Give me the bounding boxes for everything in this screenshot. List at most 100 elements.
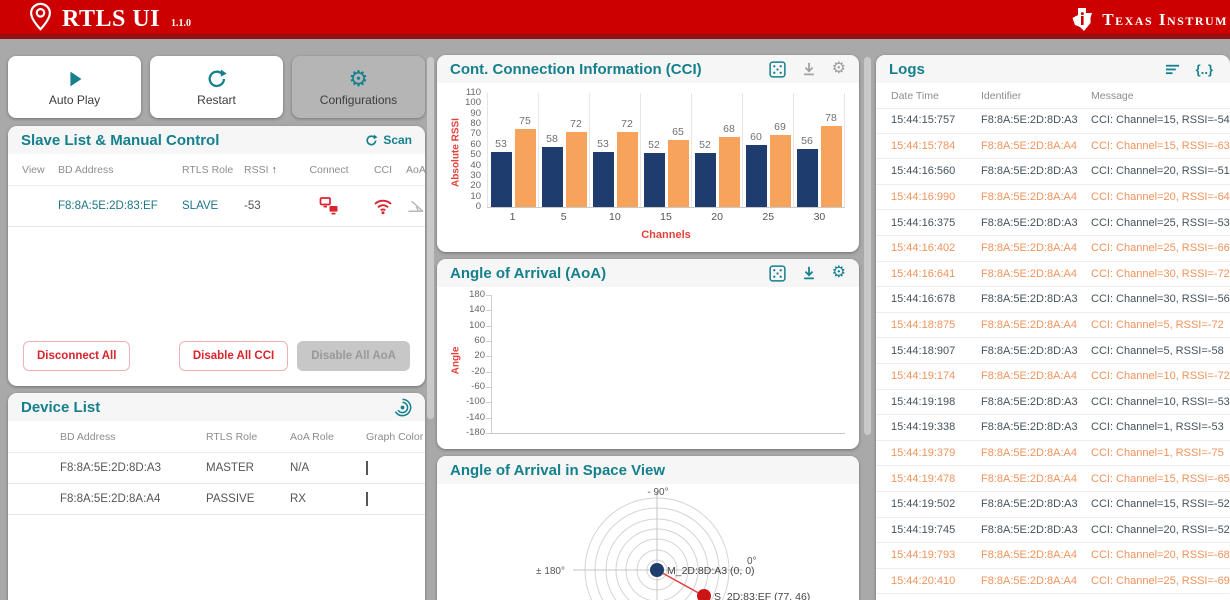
cci-bar xyxy=(541,147,563,207)
restart-button[interactable]: Restart xyxy=(150,56,283,118)
disconnect-all-button[interactable]: Disconnect All xyxy=(23,341,131,371)
log-row: 15:44:19:379 F8:8A:5E:2D:8A:A4 CCI: Channe… xyxy=(876,441,1230,467)
app-header: RTLS UI 1.1.0 Texas Instrum xyxy=(0,0,1230,39)
log-identifier: F8:8A:5E:2D:8D:A3 xyxy=(981,165,1078,178)
log-time: 15:44:19:793 xyxy=(891,549,956,562)
cci-bar xyxy=(694,153,716,207)
log-time: 15:44:16:402 xyxy=(891,242,956,255)
auto-play-button[interactable]: Auto Play xyxy=(8,56,141,118)
log-message: CCI: Channel=30, RSSI=-72 xyxy=(1091,267,1230,280)
cci-x-tick: 10 xyxy=(609,211,621,223)
log-message: CCI: Channel=20, RSSI=-51 xyxy=(1091,165,1230,178)
configurations-button[interactable]: ⚙ Configurations xyxy=(292,56,425,118)
aoa-tick-mark xyxy=(486,387,491,388)
aoa-vector-line xyxy=(656,569,705,597)
log-message: CCI: Channel=20, RSSI=-64 xyxy=(1091,191,1230,204)
log-time: 15:44:19:174 xyxy=(891,370,956,383)
log-message: CCI: Channel=15, RSSI=-54 xyxy=(1091,114,1230,127)
disable-all-cci-button[interactable]: Disable All CCI xyxy=(178,341,289,371)
aoa-tick-mark xyxy=(486,402,491,404)
col-aoa: AoA xyxy=(406,163,425,176)
cci-bar-group: 60 69 xyxy=(743,93,794,207)
cci-wifi-icon[interactable] xyxy=(373,198,393,215)
col-identifier: Identifier xyxy=(981,89,1022,102)
log-row: 15:44:19:338 F8:8A:5E:2D:8D:A3 CCI: Channe… xyxy=(876,415,1230,441)
log-time: 15:44:16:375 xyxy=(891,216,956,229)
bar-value-label: 58 xyxy=(546,133,558,145)
radar-refresh-button[interactable] xyxy=(393,398,412,417)
col-view: View xyxy=(22,163,45,176)
logs-title: Logs xyxy=(889,60,925,78)
aoa-plot-area xyxy=(486,295,845,434)
left-column-scrollbar[interactable] xyxy=(427,57,434,419)
col-rssi-sort[interactable]: RSSI ↑ xyxy=(244,163,278,176)
cci-y-tick: 90 xyxy=(470,107,481,119)
log-row: 15:44:16:402 F8:8A:5E:2D:8A:A4 CCI: Channe… xyxy=(876,236,1230,262)
log-message: CCI: Channel=1, RSSI=-75 xyxy=(1091,447,1224,460)
cci-y-tick: 60 xyxy=(470,138,481,150)
device-bd-address: F8:8A:5E:2D:8A:A4 xyxy=(60,493,161,505)
slave-list-title: Slave List & Manual Control xyxy=(21,131,220,149)
aoa-y-ticks: 180 140 100 60 20 -20 -60 -100 -140 -180 xyxy=(453,287,485,449)
cci-bar xyxy=(490,152,512,207)
disable-all-aoa-button: Disable All AoA xyxy=(297,341,410,371)
polar-right-label: 0° xyxy=(747,556,757,567)
logs-json-button[interactable]: {..} xyxy=(1196,62,1213,77)
log-message: CCI: Channel=25, RSSI=-66 xyxy=(1091,242,1230,255)
log-identifier: F8:8A:5E:2D:8D:A3 xyxy=(981,395,1078,408)
col-rtls-role: RTLS Role xyxy=(206,430,258,443)
slave-point[interactable] xyxy=(697,589,711,600)
device-list-title: Device List xyxy=(21,398,101,416)
expand-icon xyxy=(769,60,786,78)
logs-list[interactable]: 15:44:15:757 F8:8A:5E:2D:8D:A3 CCI: Channe… xyxy=(876,108,1230,600)
device-bd-address: F8:8A:5E:2D:8D:A3 xyxy=(60,462,161,474)
cci-header: Cont. Connection Information (CCI) xyxy=(437,55,859,83)
aoa-download-button[interactable] xyxy=(801,265,817,281)
aoa-angle-icon[interactable] xyxy=(406,198,425,214)
cci-y-tick: 100 xyxy=(465,97,481,109)
col-graph-color: Graph Color xyxy=(366,430,424,443)
log-time: 15:44:15:757 xyxy=(891,114,956,127)
aoa-y-tick: 180 xyxy=(469,289,485,300)
log-identifier: F8:8A:5E:2D:8D:A3 xyxy=(981,114,1078,127)
log-message: CCI: Channel=25, RSSI=-53 xyxy=(1091,216,1230,229)
braces-icon: {..} xyxy=(1195,61,1213,77)
aoa-settings-button[interactable]: ⚙ xyxy=(832,265,846,281)
cci-bar xyxy=(796,149,818,207)
cci-expand-button[interactable] xyxy=(769,60,786,78)
space-view-title: Angle of Arrival in Space View xyxy=(450,461,666,479)
middle-column-scrollbar[interactable] xyxy=(864,57,871,435)
app-version: 1.1.0 xyxy=(171,18,192,29)
connect-devices-icon[interactable] xyxy=(319,196,339,216)
cci-y-tick: 30 xyxy=(470,169,481,181)
log-identifier: F8:8A:5E:2D:8D:A3 xyxy=(981,523,1078,536)
device-rtls-role: PASSIVE xyxy=(206,493,255,505)
cci-x-tick: 1 xyxy=(509,211,516,223)
auto-play-label: Auto Play xyxy=(48,92,101,107)
cci-settings-button[interactable]: ⚙ xyxy=(832,61,846,77)
device-row[interactable]: F8:8A:5E:2D:8A:A4 PASSIVE RX xyxy=(8,484,425,515)
log-time: 15:44:16:990 xyxy=(891,191,956,204)
scan-button[interactable]: Scan xyxy=(365,133,412,147)
master-point[interactable] xyxy=(650,563,664,577)
cci-x-tick: 15 xyxy=(660,211,672,223)
cci-bar xyxy=(643,153,665,207)
log-identifier: F8:8A:5E:2D:8A:A4 xyxy=(981,191,1077,204)
cci-download-button[interactable] xyxy=(801,61,817,77)
graph-color-swatch[interactable] xyxy=(366,492,368,506)
aoa-y-tick: 60 xyxy=(474,335,485,346)
restart-icon xyxy=(208,68,227,87)
gear-icon: ⚙ xyxy=(831,264,846,281)
log-identifier: F8:8A:5E:2D:8D:A3 xyxy=(981,421,1078,434)
device-row[interactable]: F8:8A:5E:2D:8D:A3 MASTER N/A xyxy=(8,453,425,484)
col-aoa-role: AoA Role xyxy=(290,430,334,443)
col-bd-address: BD Address xyxy=(58,163,114,176)
aoa-tick-mark xyxy=(486,325,491,327)
logs-filter-button[interactable] xyxy=(1164,62,1181,77)
aoa-panel: Angle of Arrival (AoA) xyxy=(437,259,859,449)
aoa-tick-mark xyxy=(486,356,491,358)
slave-row[interactable]: F8:8A:5E:2D:83:EF SLAVE -53 xyxy=(8,186,425,227)
play-icon xyxy=(69,71,81,86)
graph-color-swatch[interactable] xyxy=(366,461,368,475)
aoa-expand-button[interactable] xyxy=(769,264,786,282)
